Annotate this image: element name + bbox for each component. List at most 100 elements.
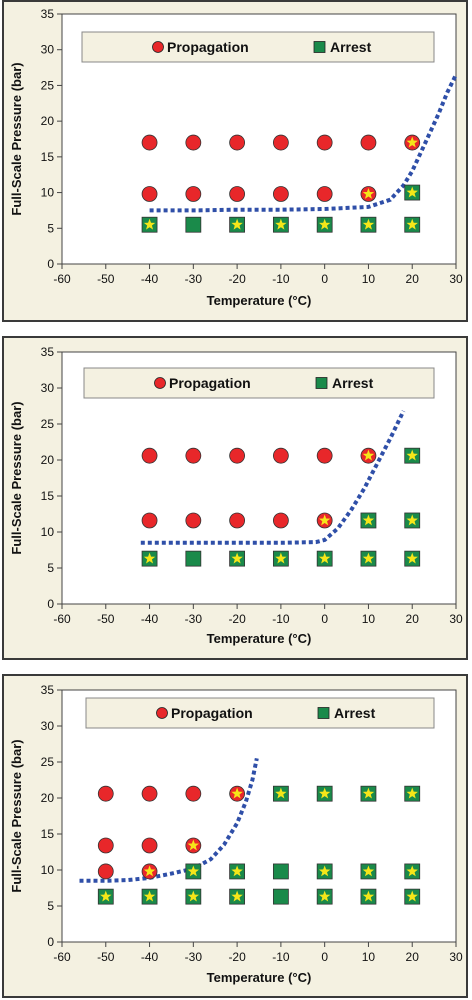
star-icon	[143, 890, 156, 902]
arrest-point	[185, 550, 202, 567]
y-tick-label: 20	[41, 114, 55, 128]
star-icon	[318, 514, 331, 526]
star-icon	[231, 865, 243, 877]
arrest-point	[229, 888, 246, 905]
star-icon	[362, 449, 375, 461]
chart-svg-3: 0 5 10 15 20 25 30 35 -60 -50 -40 -30 -20 -10 0 10 20 30 T…	[9, 683, 463, 985]
y-tick-label: 5	[47, 561, 54, 575]
propagation-marker	[229, 512, 246, 529]
chart-panel-2: 0 5 10 15 20 25 30 35 -60 -50 -40 -30 -20 -10 0 10 20 30 T…	[2, 336, 468, 660]
propagation-point	[97, 837, 114, 854]
arrest-point	[404, 447, 421, 464]
arrest-point	[272, 863, 289, 880]
legend-propagation-label: Propagation	[169, 375, 251, 391]
x-tick-label: -30	[185, 950, 203, 964]
arrest-point	[360, 512, 377, 529]
arrest-point	[360, 785, 377, 802]
star-icon	[318, 890, 331, 902]
arrest-point	[404, 216, 421, 233]
star-icon	[231, 552, 243, 564]
chart-svg-2: 0 5 10 15 20 25 30 35 -60 -50 -40 -30 -20 -10 0 10 20 30 T…	[9, 345, 463, 646]
x-tick-label: 0	[321, 950, 328, 964]
propagation-point	[316, 186, 333, 202]
star-icon	[187, 839, 200, 851]
propagation-marker	[272, 447, 289, 464]
arrest-point	[272, 550, 289, 567]
chart-panel-3: 0 5 10 15 20 25 30 35 -60 -50 -40 -30 -20 -10 0 10 20 30 T…	[2, 674, 468, 998]
x-tick-label: -50	[97, 950, 115, 964]
legend-arrest-label: Arrest	[330, 39, 372, 55]
x-tick-label: -10	[272, 612, 290, 626]
x-tick-label: 20	[406, 950, 420, 964]
star-icon	[362, 552, 375, 564]
propagation-point	[360, 447, 377, 464]
x-tick-label: -50	[97, 272, 115, 286]
arrest-marker	[272, 888, 289, 905]
legend-box	[81, 31, 435, 63]
arrest-point	[141, 216, 158, 233]
plot-area	[61, 689, 457, 943]
arrest-point	[404, 888, 421, 905]
arrest-point	[272, 785, 289, 802]
legend-propagation-label: Propagation	[167, 39, 249, 55]
y-tick-label: 35	[41, 7, 55, 21]
arrest-point	[185, 888, 202, 905]
y-tick-label: 15	[41, 827, 55, 841]
arrest-point	[229, 550, 246, 567]
y-tick-label: 15	[41, 150, 55, 164]
arrest-point	[316, 550, 333, 567]
propagation-marker	[185, 186, 202, 202]
propagation-marker	[185, 785, 202, 802]
y-tick-label: 20	[41, 453, 55, 467]
propagation-point	[141, 512, 158, 529]
propagation-point	[272, 186, 289, 202]
star-icon	[362, 890, 375, 902]
y-tick-label: 5	[47, 221, 54, 235]
legend-propagation-marker	[156, 707, 168, 719]
y-tick-label: 5	[47, 899, 54, 913]
y-axis-label: Full-Scale Pressure (bar)	[9, 62, 24, 215]
x-tick-label: -40	[141, 272, 159, 286]
arrest-point	[404, 550, 421, 567]
x-tick-label: -60	[53, 272, 71, 286]
propagation-marker	[97, 863, 114, 880]
y-axis-label: Full-Scale Pressure (bar)	[9, 401, 24, 554]
arrest-marker	[185, 216, 202, 233]
x-tick-label: -40	[141, 612, 159, 626]
star-icon	[318, 218, 331, 230]
star-icon	[406, 218, 418, 230]
arrest-point	[141, 550, 158, 567]
star-icon	[187, 865, 200, 877]
star-icon	[406, 787, 418, 799]
star-icon	[406, 136, 418, 148]
propagation-point	[141, 863, 158, 880]
legend-arrest-marker	[313, 41, 326, 53]
arrest-point	[316, 888, 333, 905]
propagation-marker	[360, 134, 377, 151]
star-icon	[362, 218, 375, 230]
star-icon	[318, 865, 331, 877]
boundary-curve	[149, 73, 458, 213]
propagation-point	[229, 186, 246, 202]
legend-propagation-marker	[154, 377, 166, 389]
arrest-point	[404, 863, 421, 880]
legend-arrest-label: Arrest	[332, 375, 374, 391]
propagation-point	[229, 134, 246, 151]
x-tick-label: -10	[272, 950, 290, 964]
arrest-point	[360, 863, 377, 880]
arrest-marker	[185, 550, 202, 567]
x-tick-label: 30	[449, 612, 463, 626]
y-tick-label: 20	[41, 791, 55, 805]
y-tick-label: 30	[41, 381, 55, 395]
legend-box	[85, 697, 435, 729]
arrest-point	[404, 785, 421, 802]
star-icon	[406, 865, 418, 877]
star-icon	[406, 890, 418, 902]
propagation-point	[185, 447, 202, 464]
propagation-marker	[272, 186, 289, 202]
y-tick-label: 10	[41, 863, 55, 877]
propagation-point	[97, 863, 114, 880]
arrest-point	[185, 216, 202, 233]
legend-propagation-label: Propagation	[171, 705, 253, 721]
star-icon	[362, 514, 375, 526]
